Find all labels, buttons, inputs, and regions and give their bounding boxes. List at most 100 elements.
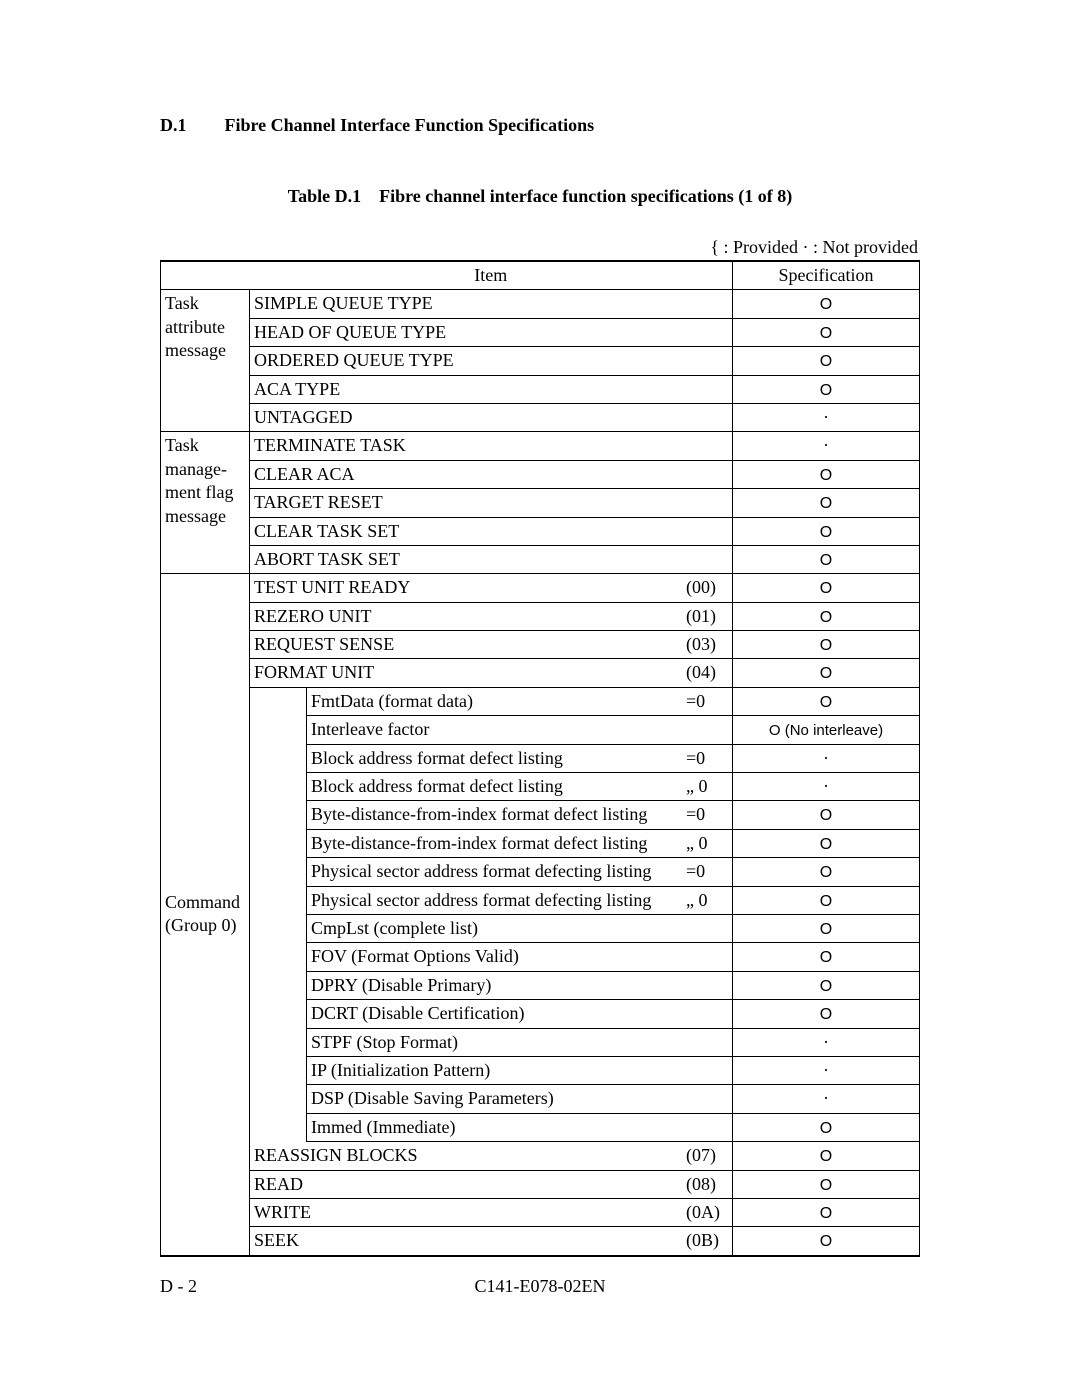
spec-symbol: · bbox=[823, 1060, 829, 1080]
spec-table: Item Specification Task attribute messag… bbox=[160, 260, 920, 1257]
spec-symbol: · bbox=[823, 748, 829, 768]
item-code: (01) bbox=[682, 602, 733, 630]
spec-symbol: · bbox=[823, 1088, 829, 1108]
spec-symbol: O bbox=[820, 1177, 832, 1194]
page-footer: D - 2 C141-E078-02EN bbox=[160, 1276, 920, 1297]
item-row: Byte-distance-from-index format defect l… bbox=[307, 829, 683, 857]
category-task-management: Task manage-ment flag message bbox=[161, 432, 250, 574]
item-code: =0 bbox=[682, 687, 733, 715]
spec-symbol: O bbox=[820, 807, 832, 824]
item-row: Byte-distance-from-index format defect l… bbox=[307, 801, 683, 829]
spec-symbol: · bbox=[823, 776, 829, 796]
spec-symbol: O bbox=[820, 353, 832, 370]
spec-symbol: O bbox=[820, 296, 832, 313]
section-heading: D.1 Fibre Channel Interface Function Spe… bbox=[160, 115, 920, 136]
spec-symbol: · bbox=[823, 1032, 829, 1052]
footer-center: C141-E078-02EN bbox=[160, 1276, 920, 1297]
spec-symbol: O bbox=[820, 1148, 832, 1165]
item-row: FmtData (format data) bbox=[307, 687, 683, 715]
item-code: (00) bbox=[682, 574, 733, 602]
item-row: Immed (Immediate) bbox=[307, 1113, 683, 1141]
header-item: Item bbox=[250, 261, 733, 290]
section-title: Fibre Channel Interface Function Specifi… bbox=[225, 115, 595, 135]
item-row: REZERO UNIT bbox=[250, 602, 683, 630]
spec-symbol: O bbox=[820, 978, 832, 995]
spec-symbol: O bbox=[820, 1205, 832, 1222]
spec-symbol: O bbox=[820, 580, 832, 597]
category-command-line2: (Group 0) bbox=[165, 915, 236, 935]
item-row: Interleave factor bbox=[307, 716, 683, 744]
item-code: (03) bbox=[682, 631, 733, 659]
caption-prefix: Table D.1 bbox=[288, 186, 361, 206]
table-caption: Table D.1 Fibre channel interface functi… bbox=[160, 186, 920, 207]
spec-symbol: O bbox=[820, 1233, 832, 1250]
spec-symbol: O bbox=[820, 949, 832, 966]
category-task-attribute: Task attribute message bbox=[161, 290, 250, 432]
item-row: CLEAR ACA bbox=[250, 460, 733, 488]
item-code: (04) bbox=[682, 659, 733, 687]
item-row: SIMPLE QUEUE TYPE bbox=[250, 290, 733, 318]
item-row: HEAD OF QUEUE TYPE bbox=[250, 318, 733, 346]
spec-symbol: O bbox=[820, 1006, 832, 1023]
item-row: DSP (Disable Saving Parameters) bbox=[307, 1085, 683, 1113]
item-row: READ bbox=[250, 1170, 683, 1198]
item-row: ABORT TASK SET bbox=[250, 545, 733, 573]
item-row: DCRT (Disable Certification) bbox=[307, 1000, 683, 1028]
spec-symbol: O bbox=[820, 382, 832, 399]
spec-symbol: O bbox=[820, 1120, 832, 1137]
item-row: TERMINATE TASK bbox=[250, 432, 733, 460]
category-command: Command (Group 0) bbox=[161, 574, 250, 1256]
spec-symbol: O bbox=[820, 495, 832, 512]
item-row: WRITE bbox=[250, 1198, 683, 1226]
spec-symbol: O bbox=[820, 552, 832, 569]
item-code: =0 bbox=[682, 801, 733, 829]
item-row: UNTAGGED bbox=[250, 403, 733, 431]
item-row: ACA TYPE bbox=[250, 375, 733, 403]
spec-symbol: · bbox=[823, 407, 829, 427]
item-row: STPF (Stop Format) bbox=[307, 1028, 683, 1056]
item-code: =0 bbox=[682, 858, 733, 886]
item-row: CLEAR TASK SET bbox=[250, 517, 733, 545]
spec-symbol: O bbox=[820, 325, 832, 342]
spec-symbol: O bbox=[820, 637, 832, 654]
spec-symbol: O bbox=[820, 609, 832, 626]
spec-symbol: O bbox=[820, 864, 832, 881]
item-row: ORDERED QUEUE TYPE bbox=[250, 347, 733, 375]
caption-text: Fibre channel interface function specifi… bbox=[379, 186, 792, 206]
item-code: (07) bbox=[682, 1142, 733, 1170]
spec-symbol: · bbox=[823, 435, 829, 455]
item-row: SEEK bbox=[250, 1227, 683, 1256]
item-row: REASSIGN BLOCKS bbox=[250, 1142, 683, 1170]
category-command-line1: Command bbox=[165, 892, 240, 912]
item-row: FORMAT UNIT bbox=[250, 659, 683, 687]
item-code: „ 0 bbox=[682, 829, 733, 857]
item-row: CmpLst (complete list) bbox=[307, 914, 683, 942]
item-row: Block address format defect listing bbox=[307, 744, 683, 772]
spec-symbol: O bbox=[820, 467, 832, 484]
item-row: FOV (Format Options Valid) bbox=[307, 943, 683, 971]
spec-text: O (No interleave) bbox=[769, 722, 883, 739]
item-code: „ 0 bbox=[682, 773, 733, 801]
spec-symbol: O bbox=[820, 694, 832, 711]
item-row: Physical sector address format defecting… bbox=[307, 858, 683, 886]
item-row: Physical sector address format defecting… bbox=[307, 886, 683, 914]
item-code: (08) bbox=[682, 1170, 733, 1198]
item-code: (0B) bbox=[682, 1227, 733, 1256]
item-row: Block address format defect listing bbox=[307, 773, 683, 801]
spec-symbol: O bbox=[820, 836, 832, 853]
spec-symbol: O bbox=[820, 524, 832, 541]
item-row: TEST UNIT READY bbox=[250, 574, 683, 602]
item-row: TARGET RESET bbox=[250, 489, 733, 517]
item-code: =0 bbox=[682, 744, 733, 772]
item-row: IP (Initialization Pattern) bbox=[307, 1056, 683, 1084]
spec-symbol: O bbox=[820, 665, 832, 682]
legend: { : Provided · : Not provided bbox=[160, 237, 920, 258]
item-code: (0A) bbox=[682, 1198, 733, 1226]
spec-symbol: O bbox=[820, 893, 832, 910]
header-spec: Specification bbox=[733, 261, 920, 290]
spec-symbol: O bbox=[820, 921, 832, 938]
item-row: DPRY (Disable Primary) bbox=[307, 971, 683, 999]
item-row: REQUEST SENSE bbox=[250, 631, 683, 659]
item-code: „ 0 bbox=[682, 886, 733, 914]
section-number: D.1 bbox=[160, 115, 220, 136]
